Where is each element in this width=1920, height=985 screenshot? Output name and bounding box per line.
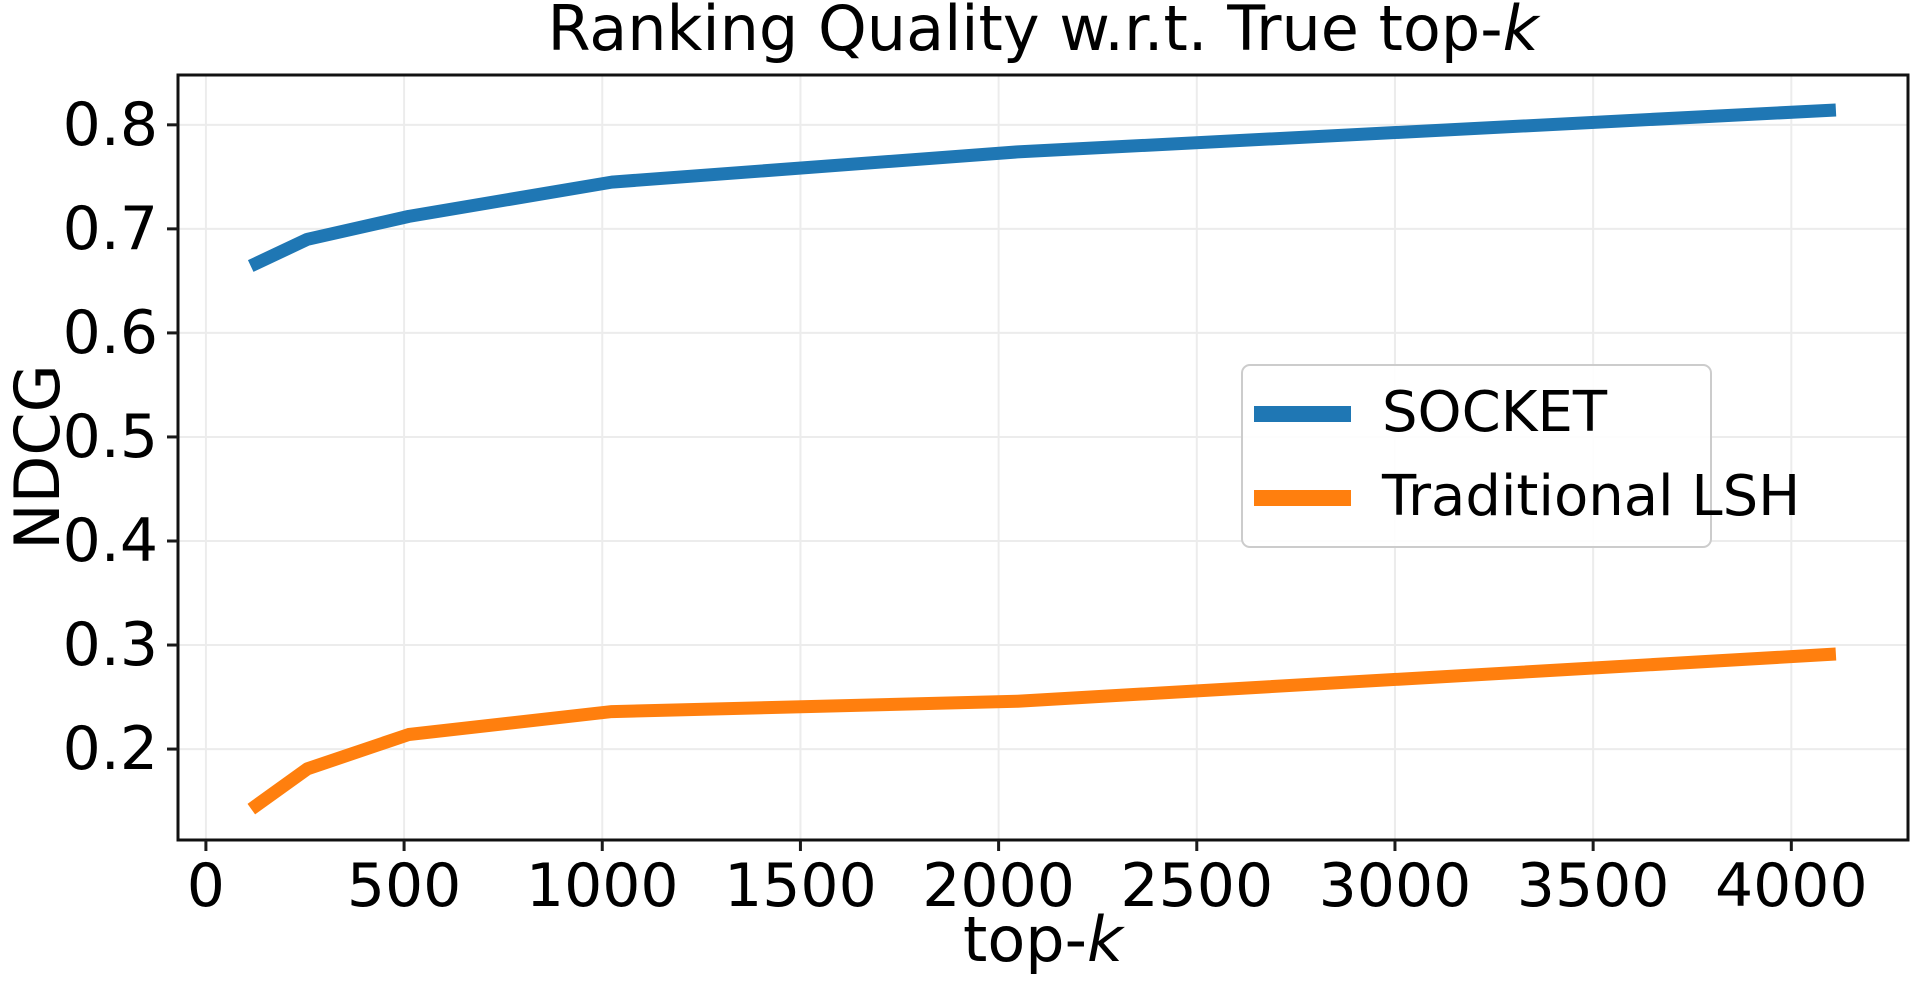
axis-tick-labels: 0 500 1000 1500 2000 2500 3000 3500 4000 0.2 0.3 0.… — [63, 90, 1868, 921]
y-tick-label: 0.4 — [63, 506, 158, 576]
chart-title: Ranking Quality w.r.t. True top-k — [178, 0, 1908, 62]
legend-label-traditional-lsh: Traditional LSH — [1382, 464, 1801, 529]
y-tick-label: 0.8 — [63, 90, 158, 160]
x-tick-label: 0 — [187, 851, 225, 921]
y-tick-label: 0.5 — [63, 402, 158, 472]
legend-swatch-traditional-lsh — [1254, 490, 1351, 506]
y-tick-label: 0.6 — [63, 298, 158, 368]
data-series — [247, 103, 1837, 815]
y-axis-label: NDCG — [1, 364, 74, 550]
x-axis-label: top-k — [963, 903, 1123, 976]
legend: SOCKET Traditional LSH — [1241, 364, 1800, 548]
y-tick-label: 0.3 — [63, 610, 158, 680]
y-tick-label: 0.2 — [63, 714, 158, 784]
x-tick-label: 500 — [347, 851, 462, 921]
xlabel-italic-k: k — [1087, 903, 1123, 976]
x-tick-label: 3500 — [1517, 851, 1670, 921]
x-tick-label: 2000 — [922, 851, 1075, 921]
x-tick-label: 1500 — [724, 851, 877, 921]
y-tick-label: 0.7 — [63, 194, 158, 264]
series-line-traditional-lsh — [247, 647, 1837, 815]
x-tick-label: 3000 — [1319, 851, 1472, 921]
title-italic-k: k — [1502, 0, 1539, 65]
legend-label-socket: SOCKET — [1382, 380, 1608, 445]
axis-ticks — [167, 123, 1793, 851]
axes-spines — [176, 73, 1910, 842]
x-tick-label: 2500 — [1120, 851, 1273, 921]
series-line-socket — [247, 103, 1837, 272]
x-tick-label: 4000 — [1715, 851, 1868, 921]
x-tick-label: 1000 — [526, 851, 679, 921]
plot-border — [176, 73, 1910, 842]
legend-swatch-socket — [1254, 406, 1351, 422]
